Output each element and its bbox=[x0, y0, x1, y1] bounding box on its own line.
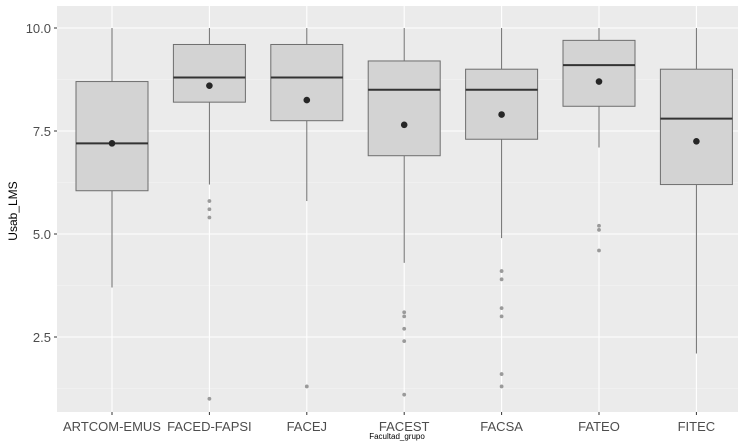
y-tick-label: 2.5 bbox=[33, 330, 51, 345]
box-group bbox=[172, 28, 246, 401]
outlier-point bbox=[597, 223, 601, 228]
y-tick-label: 5.0 bbox=[33, 227, 51, 242]
outlier-point bbox=[597, 227, 601, 232]
mean-point bbox=[303, 96, 311, 104]
outlier-point bbox=[207, 396, 212, 401]
outlier-point bbox=[402, 339, 407, 344]
outlier-point bbox=[207, 207, 212, 212]
box bbox=[659, 68, 733, 186]
box-group bbox=[75, 28, 149, 288]
x-tick-label: FACED-FAPSI bbox=[167, 419, 252, 434]
box-series bbox=[75, 28, 733, 401]
outlier-point bbox=[402, 314, 407, 319]
box-group bbox=[367, 28, 441, 397]
mean-point bbox=[206, 82, 213, 89]
y-axis-title: Usab_LMS bbox=[6, 181, 20, 240]
outlier-point bbox=[499, 384, 504, 389]
mean-point bbox=[693, 138, 700, 145]
outlier-point bbox=[402, 310, 407, 315]
y-axis: 2.5 5.0 7.5 10.0 bbox=[26, 21, 57, 345]
outlier-point bbox=[499, 372, 504, 376]
y-tick-label: 10.0 bbox=[26, 21, 51, 36]
x-tick-label: FITEC bbox=[678, 419, 716, 434]
x-tick-label: ARTCOM-EMUS bbox=[63, 419, 161, 434]
outlier-point bbox=[499, 306, 504, 311]
outlier-point bbox=[499, 269, 504, 273]
y-tick-label: 7.5 bbox=[33, 124, 51, 139]
x-tick-label: FACEST bbox=[379, 419, 430, 434]
outlier-point bbox=[304, 384, 309, 389]
outlier-point bbox=[402, 326, 407, 331]
box bbox=[367, 60, 441, 157]
box bbox=[75, 81, 149, 192]
box bbox=[172, 43, 246, 103]
mean-point bbox=[498, 111, 505, 118]
x-tick-label: FACEJ bbox=[287, 419, 327, 434]
box-group bbox=[562, 28, 636, 253]
outlier-point bbox=[207, 215, 212, 220]
box-group bbox=[270, 28, 344, 389]
outlier-point bbox=[402, 392, 407, 397]
mean-point bbox=[595, 78, 603, 85]
x-tick-label: FATEO bbox=[578, 419, 620, 434]
outlier-point bbox=[499, 277, 504, 282]
outlier-point bbox=[499, 314, 504, 319]
x-tick-label: FACSA bbox=[480, 419, 523, 434]
x-axis-title: Facultad_grupo bbox=[369, 432, 425, 441]
box bbox=[465, 68, 539, 140]
x-axis: ARTCOM-EMUS FACED-FAPSI FACEJ FACEST FACSA FA… bbox=[63, 412, 715, 434]
box bbox=[562, 39, 636, 107]
outlier-point bbox=[207, 199, 212, 203]
mean-point bbox=[108, 140, 116, 147]
mean-point bbox=[400, 121, 408, 129]
box-group bbox=[465, 28, 539, 389]
box-group bbox=[659, 28, 733, 354]
box bbox=[270, 43, 344, 122]
outlier-point bbox=[597, 248, 601, 253]
